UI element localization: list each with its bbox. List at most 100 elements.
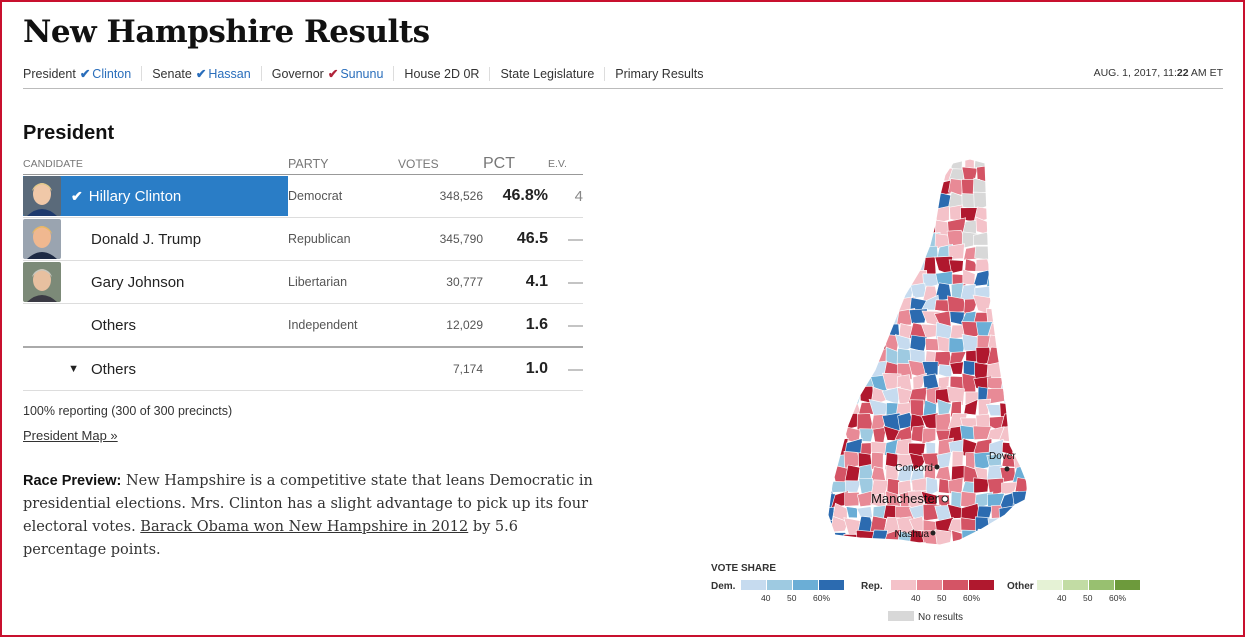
county-region[interactable] — [844, 310, 860, 329]
county-region[interactable] — [832, 230, 850, 251]
county-region[interactable] — [999, 284, 1019, 301]
county-region[interactable] — [820, 543, 835, 550]
county-region[interactable] — [831, 167, 848, 184]
county-region[interactable] — [1026, 477, 1035, 498]
county-region[interactable] — [1029, 246, 1035, 258]
county-region[interactable] — [1024, 320, 1035, 339]
county-region[interactable] — [834, 194, 849, 211]
county-region[interactable] — [909, 157, 928, 172]
county-region[interactable] — [845, 230, 862, 250]
county-region[interactable] — [988, 255, 1006, 276]
county-region[interactable] — [987, 204, 1004, 222]
county-region[interactable] — [896, 155, 913, 169]
county-region[interactable] — [999, 230, 1018, 251]
county-region[interactable] — [820, 336, 836, 355]
county-region[interactable] — [870, 479, 889, 497]
county-region[interactable] — [1027, 452, 1035, 469]
county-region[interactable] — [870, 529, 888, 545]
county-region[interactable] — [1001, 270, 1016, 289]
county-region[interactable] — [934, 529, 953, 546]
county-region[interactable] — [820, 296, 835, 316]
county-region[interactable] — [907, 165, 927, 183]
county-region[interactable] — [845, 221, 861, 233]
county-region[interactable] — [869, 217, 890, 236]
county-region[interactable] — [1011, 322, 1028, 341]
county-results-map[interactable]: Concord Manchester Dover Nashua — [820, 155, 1035, 550]
county-region[interactable] — [973, 544, 992, 550]
county-region[interactable] — [845, 273, 863, 285]
county-region[interactable] — [1025, 464, 1035, 485]
county-region[interactable] — [948, 178, 965, 196]
county-region[interactable] — [869, 157, 887, 169]
county-region[interactable] — [882, 229, 902, 249]
county-region[interactable] — [1014, 425, 1032, 444]
county-region[interactable] — [869, 203, 890, 223]
obama-2012-link[interactable]: Barack Obama won New Hampshire in 2012 — [140, 519, 469, 535]
county-region[interactable] — [1025, 181, 1035, 195]
county-region[interactable] — [1015, 155, 1028, 170]
nav-item-president[interactable]: President ✔ Clinton — [23, 66, 143, 81]
county-region[interactable] — [843, 242, 860, 263]
county-region[interactable] — [998, 337, 1018, 351]
county-region[interactable] — [1013, 243, 1030, 264]
county-region[interactable] — [829, 258, 848, 277]
county-region[interactable] — [882, 243, 899, 261]
county-region[interactable] — [894, 165, 914, 185]
county-region[interactable] — [1030, 425, 1035, 442]
county-region[interactable] — [857, 312, 873, 325]
county-region[interactable] — [1012, 335, 1028, 353]
county-region[interactable] — [820, 312, 834, 327]
county-region[interactable] — [1012, 230, 1028, 250]
county-region[interactable] — [843, 193, 860, 208]
nav-item-state-legislature[interactable]: State Legislature — [500, 67, 606, 81]
county-region[interactable] — [974, 528, 993, 548]
county-region[interactable] — [870, 233, 889, 250]
county-region[interactable] — [883, 203, 901, 222]
county-region[interactable] — [858, 281, 875, 300]
county-region[interactable] — [1026, 373, 1035, 394]
county-region[interactable] — [1012, 451, 1030, 470]
county-region[interactable] — [961, 542, 979, 550]
county-region[interactable] — [1024, 203, 1035, 220]
county-region[interactable] — [833, 361, 850, 378]
county-region[interactable] — [856, 191, 874, 210]
county-region[interactable] — [869, 191, 887, 211]
county-region[interactable] — [999, 348, 1014, 366]
county-region[interactable] — [845, 155, 864, 170]
county-region[interactable] — [833, 204, 850, 222]
county-region[interactable] — [963, 399, 979, 416]
county-region[interactable] — [1026, 491, 1035, 510]
county-region[interactable] — [972, 177, 992, 194]
county-region[interactable] — [897, 243, 915, 260]
county-region[interactable] — [820, 270, 837, 288]
county-region[interactable] — [882, 281, 901, 301]
county-region[interactable] — [820, 205, 836, 223]
county-region[interactable] — [910, 204, 926, 225]
county-region[interactable] — [985, 177, 1005, 196]
county-region[interactable] — [857, 335, 876, 353]
county-region[interactable] — [1001, 194, 1016, 208]
county-region[interactable] — [1029, 219, 1035, 236]
county-region[interactable] — [1002, 155, 1019, 171]
county-region[interactable] — [1024, 258, 1035, 276]
county-region[interactable] — [820, 364, 837, 378]
county-region[interactable] — [1027, 438, 1035, 458]
county-region[interactable] — [948, 243, 965, 260]
county-region[interactable] — [820, 387, 836, 403]
county-region[interactable] — [1027, 530, 1035, 547]
county-region[interactable] — [820, 323, 837, 342]
county-region[interactable] — [895, 178, 914, 197]
county-region[interactable] — [986, 230, 1007, 251]
county-region[interactable] — [858, 244, 876, 260]
county-region[interactable] — [820, 216, 835, 237]
county-region[interactable] — [1012, 168, 1030, 183]
county-region[interactable] — [935, 388, 952, 404]
county-region[interactable] — [845, 362, 862, 379]
county-region[interactable] — [1012, 412, 1031, 432]
county-region[interactable] — [895, 258, 913, 276]
county-region[interactable] — [821, 452, 836, 470]
county-region[interactable] — [832, 542, 848, 550]
expand-triangle-icon[interactable]: ▼ — [68, 363, 79, 375]
county-region[interactable] — [894, 425, 913, 443]
county-region[interactable] — [1011, 204, 1031, 225]
